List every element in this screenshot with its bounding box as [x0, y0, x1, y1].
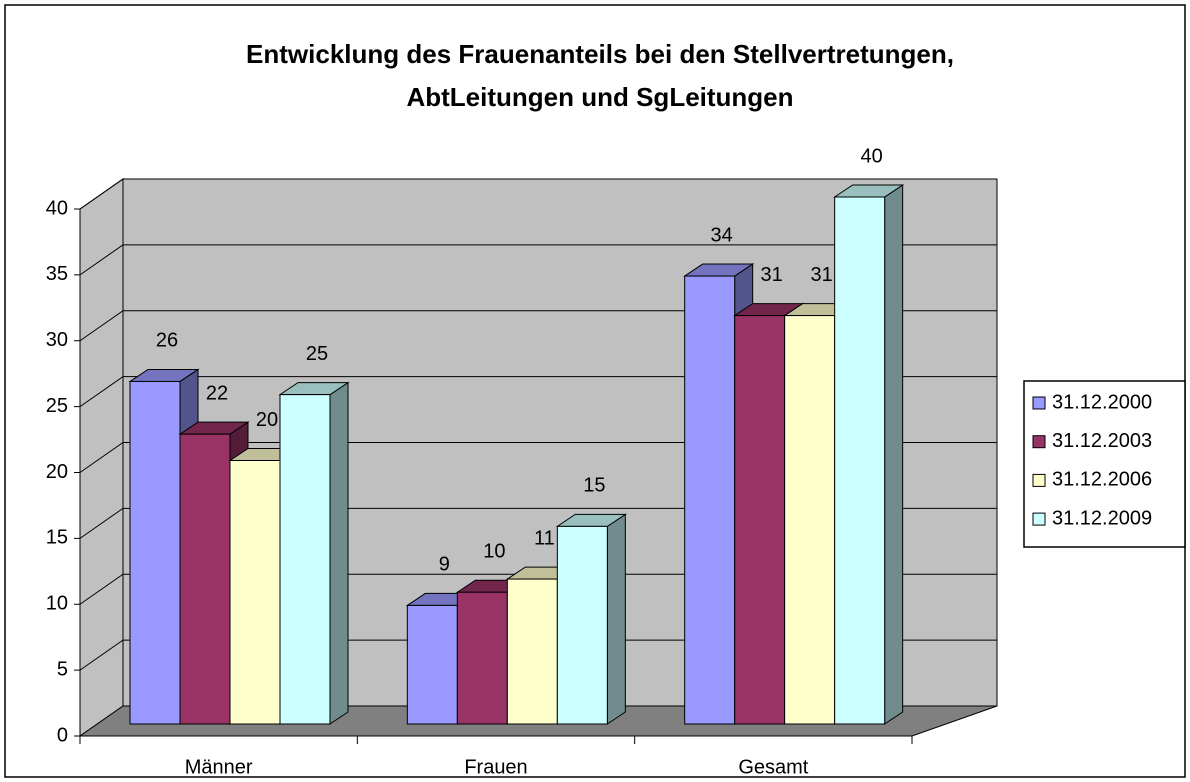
bar — [279, 394, 331, 725]
legend-swatch — [1032, 435, 1046, 449]
y-tick-label: 15 — [46, 527, 68, 549]
x-tick-label: Männer — [185, 756, 253, 778]
bar — [229, 460, 281, 725]
bar — [506, 578, 558, 725]
bar — [406, 604, 458, 725]
legend-label: 31.12.2006 — [1052, 469, 1152, 491]
y-tick-label: 20 — [46, 461, 68, 483]
data-label: 15 — [583, 475, 605, 497]
bar — [684, 275, 736, 725]
data-label: 25 — [306, 343, 328, 365]
data-label: 31 — [761, 264, 783, 286]
bar-side — [884, 184, 904, 725]
data-label: 22 — [206, 382, 228, 404]
data-label: 31 — [811, 264, 833, 286]
legend-swatch — [1032, 396, 1046, 410]
data-label: 34 — [711, 224, 733, 246]
y-tick-label: 10 — [46, 593, 68, 615]
legend-box — [1023, 380, 1186, 548]
bar — [734, 315, 786, 725]
bar — [179, 433, 231, 725]
y-tick-label: 5 — [57, 658, 68, 680]
data-label: 10 — [483, 541, 505, 563]
x-tick-label: Frauen — [464, 756, 527, 778]
legend-label: 31.12.2000 — [1052, 391, 1152, 413]
bar — [834, 196, 886, 725]
y-tick-label: 30 — [46, 329, 68, 351]
legend-swatch — [1032, 473, 1046, 487]
legend-swatch — [1032, 512, 1046, 526]
grid-line — [79, 178, 997, 210]
data-label: 20 — [256, 409, 278, 431]
bar — [456, 591, 508, 725]
legend-label: 31.12.2003 — [1052, 430, 1152, 452]
bar — [129, 380, 181, 725]
data-label: 40 — [861, 145, 883, 167]
bar — [556, 525, 608, 725]
legend-label: 31.12.2009 — [1052, 507, 1152, 529]
chart-title: Entwicklung des Frauenanteils bei den St… — [246, 39, 954, 69]
y-tick-label: 40 — [46, 197, 68, 219]
bar — [784, 315, 836, 725]
chart-title: AbtLeitungen und SgLeitungen — [406, 82, 793, 112]
y-tick-label: 35 — [46, 263, 68, 285]
x-tick-label: Gesamt — [738, 756, 808, 778]
y-tick-label: 25 — [46, 395, 68, 417]
data-label: 11 — [534, 527, 555, 549]
bar-side — [329, 381, 349, 725]
grid-line — [79, 244, 997, 276]
data-label: 26 — [156, 330, 178, 352]
y-tick-label: 0 — [57, 724, 68, 746]
data-label: 9 — [439, 554, 450, 576]
bar-side — [606, 513, 626, 725]
